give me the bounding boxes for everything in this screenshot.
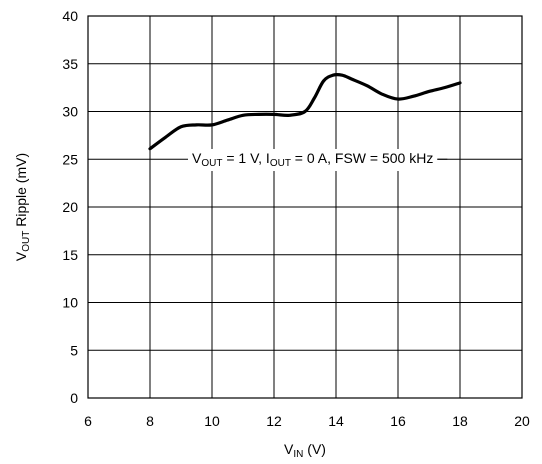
- y-tick-label: 0: [70, 390, 78, 406]
- condition-annotation: VOUT = 1 V, IOUT = 0 A, FSW = 500 kHz: [188, 149, 448, 171]
- x-tick-label: 12: [266, 413, 282, 429]
- y-tick-labels: 0 5 10 15 20 25 30 35 40: [62, 8, 78, 406]
- x-tick-label: 6: [84, 413, 92, 429]
- series-group: [148, 73, 462, 151]
- x-axis-title-main: V: [284, 441, 294, 457]
- annotation-background: [188, 149, 438, 171]
- y-tick-label: 25: [62, 151, 78, 167]
- y-tick-label: 10: [62, 295, 78, 311]
- annotation-text: VOUT = 1 V, IOUT = 0 A, FSW = 500 kHz: [192, 150, 433, 169]
- y-axis-title-sub: OUT: [21, 231, 32, 252]
- y-axis-title-main: V: [13, 251, 29, 261]
- annotation-subscript: OUT: [201, 158, 222, 169]
- series-line: [148, 73, 462, 151]
- y-tick-label: 40: [62, 8, 78, 24]
- y-tick-label: 30: [62, 104, 78, 120]
- x-tick-label: 8: [146, 413, 154, 429]
- y-tick-label: 20: [62, 199, 78, 215]
- grid-lines: [87, 15, 523, 399]
- annotation-segment: = 0 A, FSW = 500 kHz: [291, 150, 433, 166]
- annotation-subscript: OUT: [270, 158, 291, 169]
- x-axis-title-sub: IN: [293, 449, 303, 460]
- y-axis-title-rest: Ripple (mV): [13, 153, 29, 231]
- x-tick-labels: 6 8 10 12 14 16 18 20: [84, 413, 530, 429]
- x-tick-label: 18: [452, 413, 468, 429]
- x-tick-label: 16: [390, 413, 406, 429]
- annotation-segment: V: [192, 150, 202, 166]
- x-axis-title-unit: (V): [303, 441, 326, 457]
- x-axis-title: VIN (V): [284, 441, 326, 460]
- x-tick-label: 10: [204, 413, 220, 429]
- y-axis-title: VOUT Ripple (mV): [13, 153, 32, 261]
- y-tick-label: 5: [70, 342, 78, 358]
- y-tick-label: 35: [62, 56, 78, 72]
- x-tick-label: 14: [328, 413, 344, 429]
- annotation-segment: = 1 V, I: [222, 150, 269, 166]
- plot-area-frame: [87, 15, 523, 399]
- x-tick-label: 20: [514, 413, 530, 429]
- y-tick-label: 15: [62, 247, 78, 263]
